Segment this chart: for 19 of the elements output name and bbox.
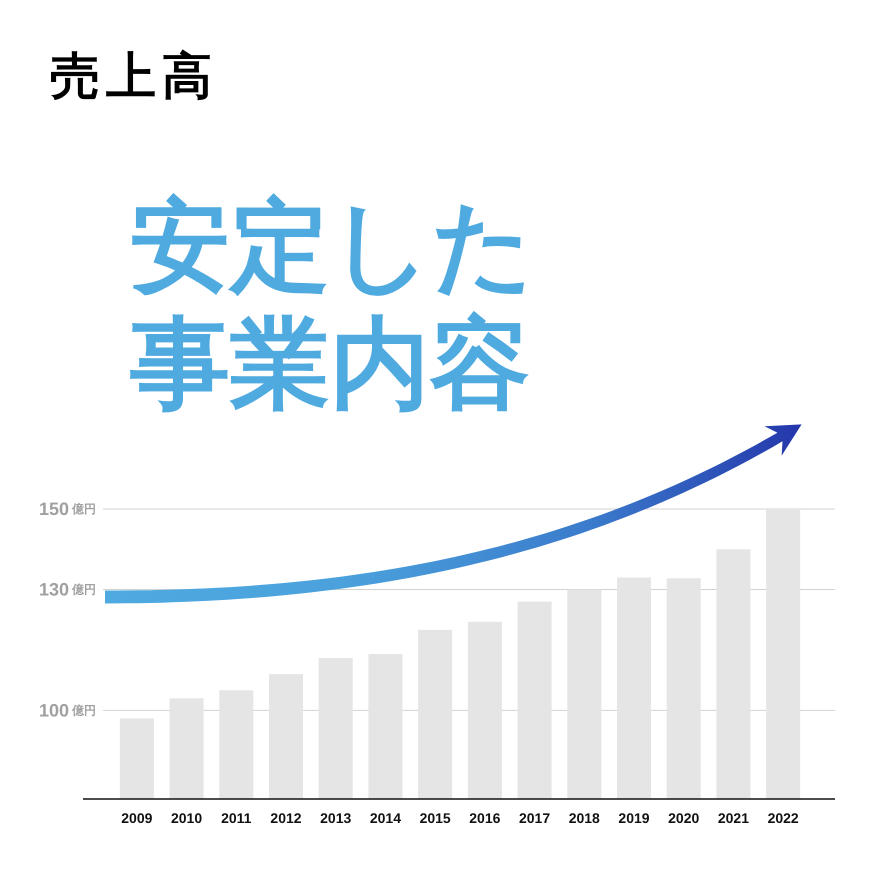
x-tick-label: 2014 bbox=[370, 810, 402, 826]
chart-subtitle: 安定した事業内容 bbox=[129, 190, 534, 420]
x-tick-label: 2017 bbox=[518, 810, 550, 826]
x-tick-label: 2015 bbox=[420, 810, 451, 826]
y-tick-label: 130億円 bbox=[38, 580, 96, 600]
x-tick-label: 2016 bbox=[469, 810, 501, 826]
x-tick-label: 2020 bbox=[668, 810, 700, 826]
x-tick-label: 2019 bbox=[618, 810, 650, 826]
y-tick-label: 100億円 bbox=[38, 700, 96, 720]
x-tick-label: 2013 bbox=[320, 810, 352, 826]
chart-title: 売上高 bbox=[50, 48, 218, 104]
x-tick-label: 2012 bbox=[270, 810, 302, 826]
x-tick-label: 2011 bbox=[221, 810, 252, 826]
x-tick-label: 2009 bbox=[121, 810, 153, 826]
x-tick-label: 2018 bbox=[568, 810, 600, 826]
x-tick-label: 2022 bbox=[768, 810, 799, 826]
y-tick-label: 150億円 bbox=[38, 499, 96, 519]
x-tick-label: 2010 bbox=[170, 810, 202, 826]
x-tick-label: 2021 bbox=[718, 810, 750, 826]
